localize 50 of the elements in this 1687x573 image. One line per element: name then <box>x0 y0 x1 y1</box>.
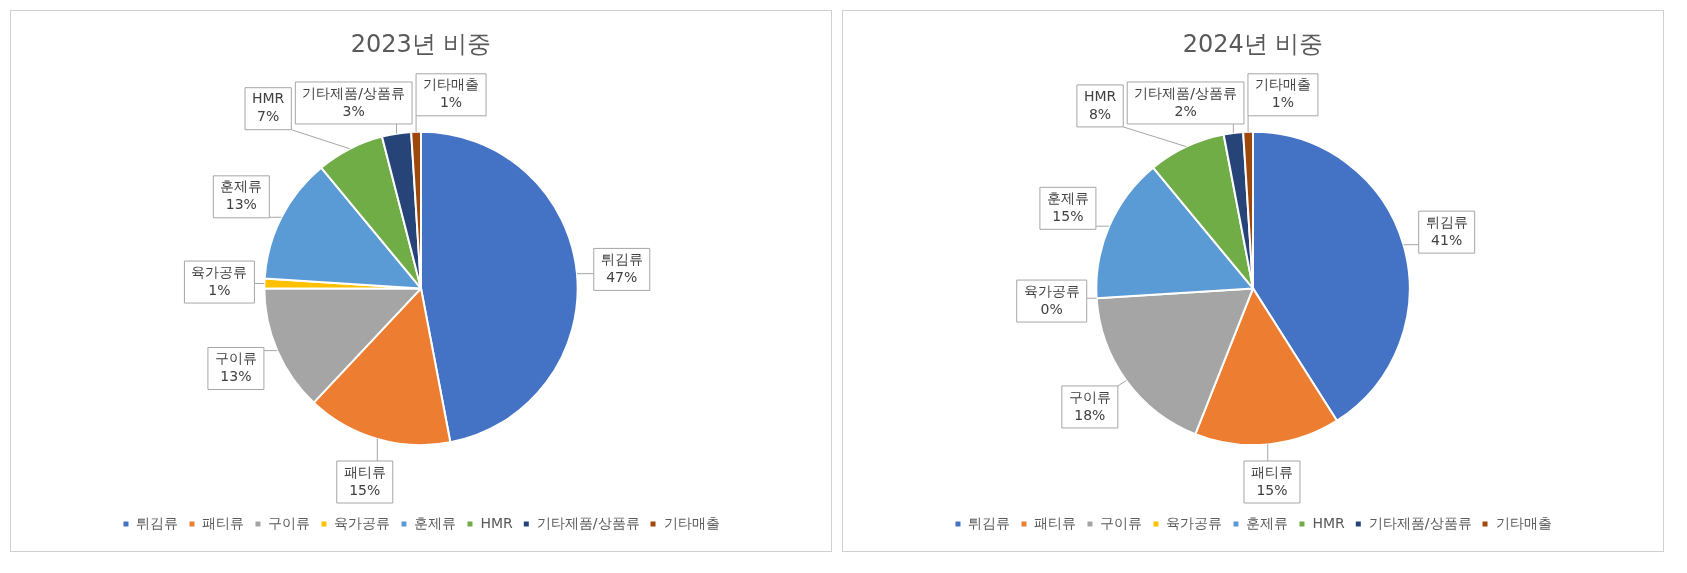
legend-label: 기타제품/상품류 <box>1368 514 1472 531</box>
legend-label: 튀김류 <box>968 514 1011 531</box>
data-label: 18% <box>1074 406 1106 423</box>
data-label: 3% <box>342 102 365 119</box>
legend-label: 패티류 <box>1034 514 1077 531</box>
slice-label: 구이류 <box>214 350 257 367</box>
slice-label: 기타매출 <box>1254 76 1311 93</box>
data-label: 47% <box>606 269 638 286</box>
slice-label: 훈제류 <box>220 178 263 195</box>
legend-label: 육가공류 <box>334 514 391 531</box>
data-label: 13% <box>220 368 252 385</box>
slice-label: 패티류 <box>1250 463 1293 480</box>
data-label: 15% <box>1256 481 1288 498</box>
legend-label: 패티류 <box>202 514 245 531</box>
slice-label: 튀김류 <box>1425 213 1468 230</box>
data-label: 15% <box>1052 207 1084 224</box>
legend-label: HMR <box>1312 514 1346 531</box>
slice-label: 훈제류 <box>1046 189 1089 206</box>
legend-label: 훈제류 <box>414 514 457 531</box>
slice-label: HMR <box>252 90 285 107</box>
text: 0% <box>1040 300 1063 317</box>
legend-label: 기타매출 <box>1495 514 1552 531</box>
data-label: 41% <box>1431 231 1463 248</box>
data-label: 8% <box>1088 105 1112 122</box>
legend-label: 구이류 <box>1100 514 1143 531</box>
data-label: 2% <box>1174 102 1197 119</box>
slice-label: 기타제품/상품류 <box>302 84 406 101</box>
legend-label: 기타제품/상품류 <box>536 514 640 531</box>
slice-label: 패티류 <box>343 463 386 480</box>
slice-label: 육가공류 <box>191 263 248 280</box>
slice-label: HMR <box>1083 87 1117 104</box>
legend-label: 육가공류 <box>1166 514 1223 531</box>
chart-title: 2024년 비중 <box>1182 29 1324 58</box>
legend-label: 구이류 <box>268 514 311 531</box>
legend-label: 튀김류 <box>136 514 179 531</box>
slice-label: 튀김류 <box>600 251 643 268</box>
data-label: 1% <box>1271 94 1295 111</box>
category-label: 육가공류 <box>1023 282 1080 299</box>
data-label: 1% <box>439 94 463 111</box>
data-label: 1% <box>208 281 231 298</box>
slice-label: 기타매출 <box>423 76 480 93</box>
data-label: 15% <box>349 481 381 498</box>
slice-label: 기타제품/상품류 <box>1134 84 1237 101</box>
data-label: 13% <box>225 196 257 213</box>
chart-title: 2023년 비중 <box>350 29 492 58</box>
legend-label: 훈제류 <box>1246 514 1289 531</box>
slice-label: 구이류 <box>1068 388 1111 405</box>
legend-label: HMR <box>480 514 514 531</box>
legend-label: 기타매출 <box>663 514 720 531</box>
data-label: 7% <box>257 108 280 125</box>
